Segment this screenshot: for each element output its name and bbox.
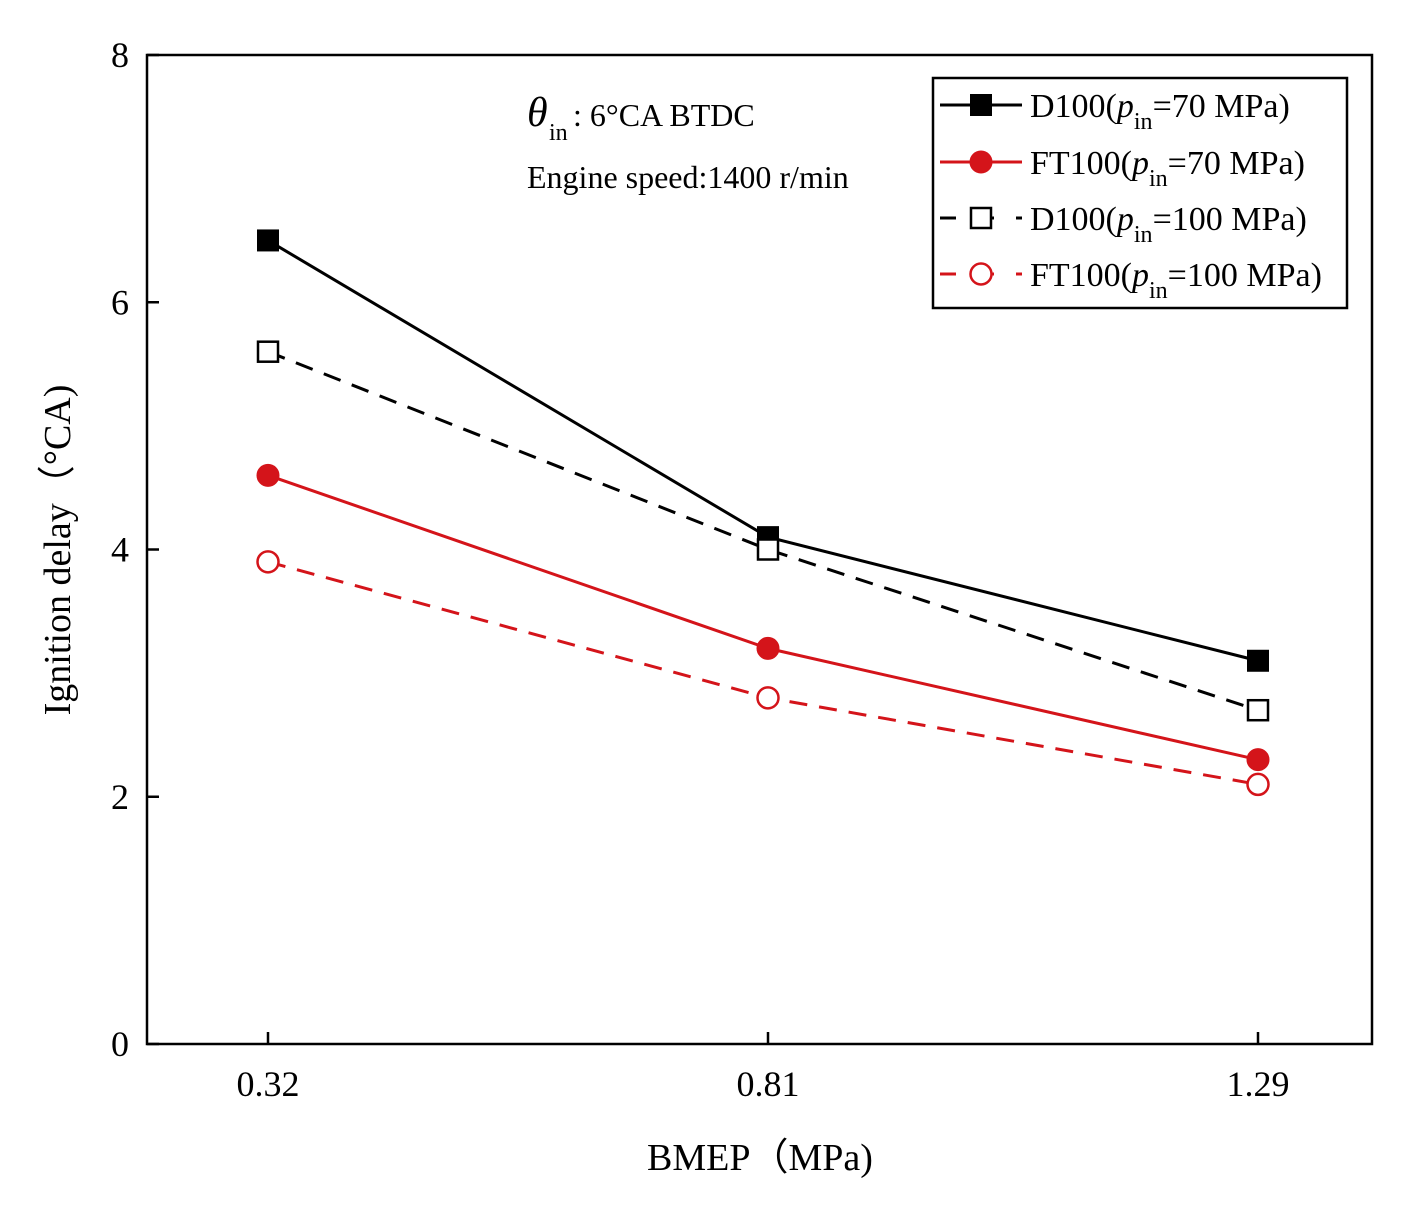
legend-marker-1	[970, 94, 992, 116]
legend-label-4-subscript: in	[1149, 278, 1168, 304]
series-4-line	[267, 560, 1259, 786]
legend-label-1-suffix: =70 MPa)	[1153, 88, 1290, 125]
series-4-point-0.32	[256, 550, 280, 574]
legend-label-4-symbol: p	[1130, 257, 1149, 294]
legend-label-1: D100(pin=70 MPa)	[1030, 88, 1290, 135]
legend-label-2-prefix: FT100(	[1030, 145, 1132, 182]
legend-label-3-suffix: =100 MPa)	[1153, 201, 1307, 238]
legend-label-2-subscript: in	[1149, 166, 1168, 192]
legend-label-4-prefix: FT100(	[1030, 257, 1132, 294]
series-3	[256, 340, 1270, 722]
theta-annotation: : 6°CA BTDC	[573, 97, 755, 133]
series-4-point-0.81	[756, 686, 780, 710]
series-1-point-0.32	[257, 229, 279, 252]
legend-label-2-symbol: p	[1130, 145, 1149, 182]
legend-marker-2	[969, 150, 993, 174]
legend: D100(pin=70 MPa)FT100(pin=70 MPa)D100(pi…	[931, 76, 1349, 310]
series-3-point-1.29	[1246, 698, 1270, 722]
annotation-layer: θ in : 6°CA BTDC Engine speed:1400 r/min	[527, 90, 849, 195]
theta-subscript: in	[549, 120, 568, 146]
series-layer	[256, 229, 1270, 797]
legend-label-3-prefix: D100(	[1030, 201, 1117, 238]
y-tick-label-2: 2	[111, 777, 129, 817]
series-3-point-0.81	[756, 538, 780, 561]
series-4-point-1.29	[1246, 772, 1270, 797]
theta-symbol: θ	[527, 90, 548, 136]
series-2-point-0.81	[756, 636, 780, 660]
legend-marker-4	[969, 262, 993, 286]
legend-label-1-prefix: D100(	[1030, 88, 1117, 125]
series-4	[256, 550, 1270, 797]
x-tick-label-0.81: 0.81	[737, 1064, 800, 1104]
legend-marker-3	[969, 206, 993, 230]
axes-layer: 0 2 4 6 8 0.32 0.81 1.29 BMEP（MPa) Ignition delay…	[37, 35, 1374, 1179]
y-tick-label-6: 6	[111, 282, 129, 322]
legend-label-1-subscript: in	[1134, 109, 1153, 135]
series-2-point-0.32	[256, 463, 280, 487]
series-2-point-1.29	[1246, 748, 1270, 772]
legend-label-3: D100(pin=100 MPa)	[1030, 201, 1307, 248]
legend-label-2: FT100(pin=70 MPa)	[1030, 145, 1305, 192]
x-tick-label-1.29: 1.29	[1227, 1064, 1290, 1104]
legend-label-1-symbol: p	[1115, 88, 1134, 125]
legend-label-4-suffix: =100 MPa)	[1168, 257, 1322, 294]
legend-label-4: FT100(pin=100 MPa)	[1030, 257, 1322, 304]
x-axis-title: BMEP（MPa)	[647, 1137, 873, 1179]
legend-label-3-subscript: in	[1134, 222, 1153, 248]
series-2-line	[267, 473, 1259, 762]
series-1-point-1.29	[1247, 649, 1269, 672]
y-tick-label-0: 0	[111, 1024, 129, 1064]
engine-speed-annotation: Engine speed:1400 r/min	[527, 159, 849, 195]
series-3-point-0.32	[256, 340, 280, 363]
series-2	[256, 463, 1270, 772]
legend-label-2-suffix: =70 MPa)	[1168, 145, 1305, 182]
y-axis-title: Ignition delay（°CA)	[37, 385, 79, 716]
x-tick-label-0.32: 0.32	[237, 1064, 300, 1104]
series-3-line	[267, 350, 1259, 712]
legend-label-3-symbol: p	[1115, 201, 1134, 238]
y-tick-label-8: 8	[111, 35, 129, 75]
y-tick-label-4: 4	[111, 530, 129, 570]
legend-box	[931, 76, 1349, 310]
